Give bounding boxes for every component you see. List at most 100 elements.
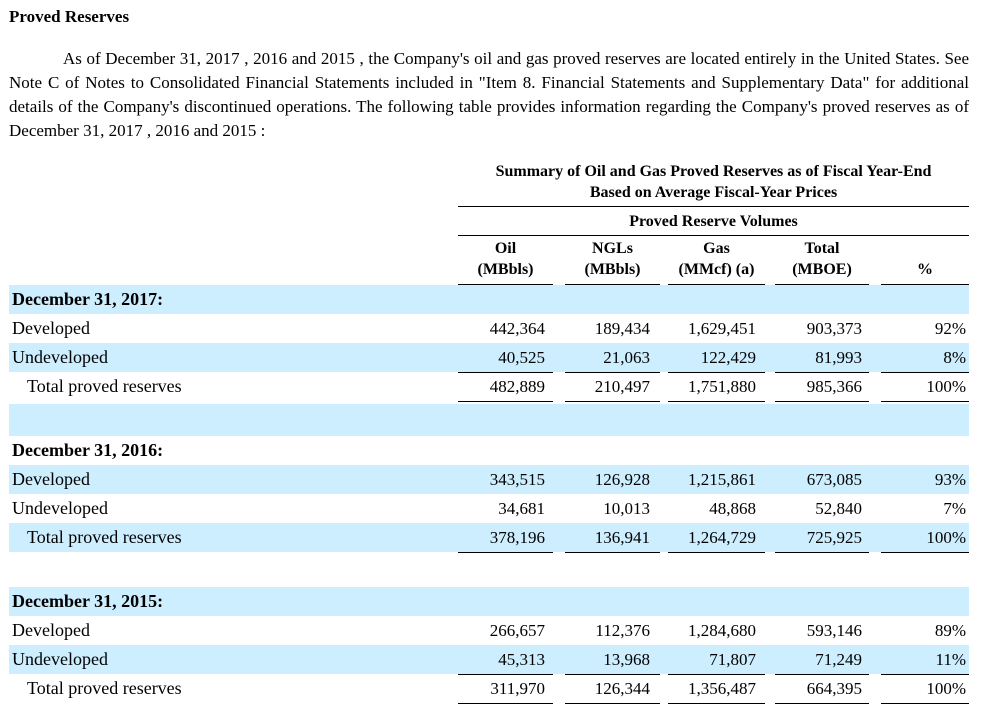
total-rule (565, 703, 660, 704)
total-rule (668, 552, 765, 553)
cell-gas: 1,284,680 (688, 621, 756, 640)
cell-pct: 100% (926, 528, 966, 547)
cell-oil: 378,196 (489, 528, 545, 547)
total-rule (565, 552, 660, 553)
cell-total: 673,085 (806, 470, 862, 489)
table-summary-subtitle: Based on Average Fiscal-Year Prices (589, 184, 838, 201)
cell-pct: 8% (943, 348, 966, 367)
group-header: Proved Reserve Volumes (629, 213, 798, 230)
col-header-rule (458, 284, 553, 285)
cell-oil: 343,515 (489, 470, 545, 489)
subtotal-rule (881, 674, 969, 675)
row-label: Total proved reserves (27, 527, 182, 547)
table-row: Undeveloped 34,681 10,013 48,868 52,840 7% (9, 494, 969, 523)
table-row: Total proved reserves 311,970 126,344 1,356… (9, 674, 969, 703)
spacer-row (9, 404, 969, 436)
cell-pct: 100% (926, 377, 966, 396)
cell-ngls: 112,376 (595, 621, 650, 640)
table-summary-title: Summary of Oil and Gas Proved Reserves a… (495, 163, 932, 180)
col-header-pct-line2: % (917, 261, 933, 278)
cell-oil: 40,525 (498, 348, 545, 367)
page-title: Proved Reserves (9, 7, 130, 26)
section-heading: December 31, 2015: (12, 591, 164, 611)
cell-gas: 1,356,487 (688, 679, 756, 698)
cell-gas: 71,807 (709, 650, 756, 669)
cell-gas: 48,868 (709, 499, 756, 518)
cell-pct: 7% (943, 499, 966, 518)
cell-ngls: 10,013 (603, 499, 650, 518)
total-rule (458, 552, 553, 553)
col-header-rule (668, 284, 765, 285)
cell-oil: 311,970 (490, 679, 545, 698)
cell-total: 71,249 (815, 650, 862, 669)
cell-total: 52,840 (815, 499, 862, 518)
cell-oil: 482,889 (489, 377, 545, 396)
cell-total: 664,395 (806, 679, 862, 698)
table-row: Undeveloped 40,525 21,063 122,429 81,993 8% (9, 343, 969, 372)
cell-oil: 34,681 (498, 499, 545, 518)
cell-oil: 45,313 (498, 650, 545, 669)
cell-total: 985,366 (806, 377, 862, 396)
col-header-gas-line1: Gas (703, 240, 730, 257)
cell-ngls: 189,434 (594, 319, 650, 338)
cell-pct: 11% (935, 650, 966, 669)
cell-pct: 93% (934, 470, 966, 489)
col-header-gas-line2: (MMcf) (a) (678, 261, 755, 278)
section-heading-row: December 31, 2017: (9, 285, 969, 314)
total-rule (881, 703, 969, 704)
total-rule (458, 401, 553, 402)
cell-total: 81,993 (815, 348, 862, 367)
subtotal-rule (668, 372, 765, 373)
total-rule (565, 401, 660, 402)
table-row: Total proved reserves 482,889 210,497 1,751… (9, 372, 969, 401)
cell-oil: 266,657 (489, 621, 545, 640)
cell-ngls: 126,928 (594, 470, 650, 489)
row-label: Developed (12, 318, 90, 338)
table-row: Developed 266,657 112,376 1,284,680 593,146 8… (9, 616, 969, 645)
cell-pct: 89% (934, 621, 966, 640)
intro-paragraph: As of December 31, 2017 , 2016 and 2015 … (9, 47, 969, 143)
subtotal-rule (458, 372, 553, 373)
table-row: Undeveloped 45,313 13,968 71,807 71,249 11% (9, 645, 969, 674)
col-header-rule (881, 284, 969, 285)
summary-rule (458, 206, 969, 207)
total-rule (458, 703, 553, 704)
subtotal-rule (775, 372, 869, 373)
row-label: Developed (12, 620, 90, 640)
col-header-ngls-line1: NGLs (592, 240, 633, 257)
cell-total: 903,373 (806, 319, 862, 338)
subtotal-rule (458, 674, 553, 675)
total-rule (775, 552, 869, 553)
subtotal-rule (775, 674, 869, 675)
col-header-oil-line2: (MBbls) (477, 261, 534, 278)
cell-pct: 100% (926, 679, 966, 698)
cell-ngls: 21,063 (603, 348, 650, 367)
total-rule (775, 703, 869, 704)
cell-ngls: 126,344 (594, 679, 650, 698)
cell-gas: 122,429 (700, 348, 756, 367)
cell-total: 593,146 (806, 621, 862, 640)
col-header-total-line2: (MBOE) (792, 261, 852, 278)
subtotal-rule (565, 372, 660, 373)
row-label: Developed (12, 469, 90, 489)
table-row: Developed 343,515 126,928 1,215,861 673,085 9… (9, 465, 969, 494)
section-heading: December 31, 2016: (12, 440, 164, 460)
cell-gas: 1,215,861 (688, 470, 756, 489)
section-heading: December 31, 2017: (12, 289, 164, 309)
cell-pct: 92% (934, 319, 966, 338)
cell-gas: 1,751,880 (688, 377, 756, 396)
section-heading-row: December 31, 2015: (9, 587, 969, 616)
subtotal-rule (565, 674, 660, 675)
row-label: Undeveloped (12, 347, 108, 367)
cell-ngls: 210,497 (594, 377, 650, 396)
total-rule (668, 703, 765, 704)
subtotal-rule (668, 674, 765, 675)
intro-text: As of December 31, 2017 , 2016 and 2015 … (9, 49, 969, 140)
col-header-rule (775, 284, 869, 285)
total-rule (775, 401, 869, 402)
total-rule (881, 401, 969, 402)
subtotal-rule (881, 372, 969, 373)
col-header-rule (565, 284, 660, 285)
cell-ngls: 136,941 (594, 528, 650, 547)
col-header-total-line1: Total (804, 240, 840, 257)
